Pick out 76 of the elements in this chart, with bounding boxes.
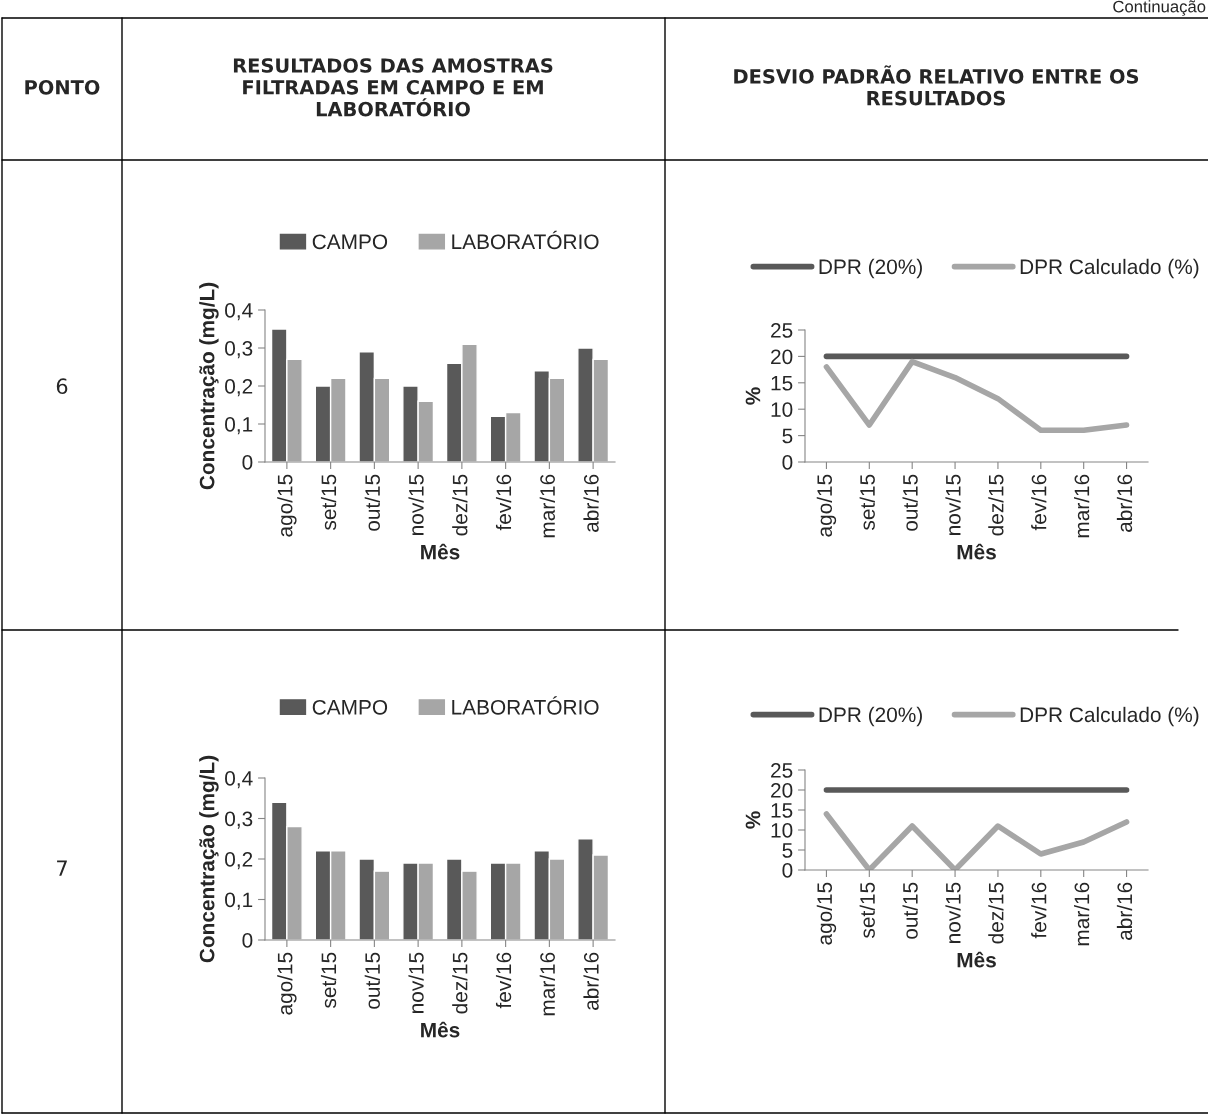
y-tick-label: 0,4	[225, 771, 253, 789]
x-tick-label: mar/16	[539, 474, 555, 538]
y-tick-label: 0	[782, 455, 793, 470]
x-tick-label: set/15	[320, 474, 337, 530]
x-tick-label: out/15	[364, 952, 380, 1009]
x-tick-label: fev/16	[495, 474, 512, 531]
x-axis-title: Mês	[957, 543, 996, 560]
x-tick-label: dez/15	[988, 882, 1004, 944]
x-tick-label: dez/15	[988, 474, 1004, 536]
x-tick-label: set/15	[859, 882, 875, 938]
x-tick-label: fev/16	[1031, 882, 1047, 939]
legend-label: DPR (20%)	[819, 706, 922, 727]
x-tick-label: out/15	[364, 474, 380, 531]
y-axis-title: Concentração (mg/L)	[199, 755, 219, 963]
x-tick-label: abr/16	[1116, 474, 1133, 532]
y-tick-label: 15	[771, 376, 793, 391]
x-tick-label: nov/15	[945, 474, 961, 535]
y-tick-label: 20	[771, 349, 793, 365]
y-axis-title: Concentração (mg/L)	[199, 282, 219, 490]
x-tick-label: set/15	[320, 952, 337, 1008]
x-tick-label: out/15	[902, 474, 918, 531]
text: PONTO	[25, 79, 100, 95]
legend-label: CAMPO	[312, 699, 388, 715]
x-axis-title: Mês	[957, 951, 996, 968]
x-tick-label: mar/16	[539, 952, 555, 1016]
legend-label: LABORATÓRIO	[452, 230, 599, 250]
y-tick-label: 0,2	[225, 852, 253, 870]
y-tick-label: 0,1	[225, 417, 253, 435]
y-tick-label: 0	[782, 863, 793, 878]
y-tick-label: 10	[771, 402, 793, 417]
y-tick-label: 0,4	[225, 303, 253, 321]
x-tick-label: dez/15	[452, 952, 468, 1014]
legend-label: CAMPO	[312, 234, 388, 250]
x-tick-label: abr/16	[1116, 882, 1133, 940]
x-tick-label: ago/15	[816, 882, 837, 945]
legend-label: DPR (20%)	[819, 258, 922, 279]
x-tick-label: out/15	[902, 882, 918, 939]
y-tick-label: 0,3	[225, 811, 253, 829]
x-tick-label: fev/16	[1031, 474, 1047, 531]
x-tick-label: ago/15	[277, 474, 297, 537]
y-tick-label: 0,2	[225, 379, 253, 397]
text: 7	[57, 860, 67, 876]
x-axis-title: Mês	[421, 543, 460, 560]
y-tick-label: 15	[771, 803, 793, 818]
x-tick-label: mar/16	[1073, 882, 1090, 946]
y-axis-title: %	[745, 387, 761, 405]
x-tick-label: dez/15	[452, 474, 468, 536]
text: 6	[56, 378, 68, 395]
y-tick-label: 5	[782, 428, 793, 444]
legend-label: DPR Calculado (%)	[1020, 258, 1199, 279]
x-tick-label: abr/16	[583, 474, 599, 532]
legend-label: LABORATÓRIO	[452, 696, 599, 715]
x-tick-label: nov/15	[945, 882, 961, 943]
text: Continuação	[1113, 0, 1206, 16]
y-tick-label: 20	[771, 783, 793, 798]
y-tick-label: 0,1	[225, 892, 253, 910]
y-tick-label: 5	[782, 843, 793, 858]
x-tick-label: mar/16	[1073, 474, 1090, 538]
x-axis-title: Mês	[421, 1021, 460, 1038]
y-tick-label: 0,3	[225, 341, 253, 359]
y-tick-label: 0	[242, 455, 253, 470]
y-tick-label: 25	[771, 323, 793, 338]
x-tick-label: nov/15	[408, 474, 424, 535]
x-tick-label: abr/16	[583, 952, 599, 1010]
x-tick-label: set/15	[859, 474, 875, 530]
x-tick-label: ago/15	[816, 474, 837, 537]
x-tick-label: nov/15	[408, 952, 424, 1013]
text: RESULTADOS DAS AMOSTRAS FILTRADAS EM CAMPO E EM LABORATÓRIO	[233, 58, 553, 117]
text: DESVIO PADRÃO RELATIVO ENTRE OS RESULTADOS	[734, 65, 1139, 106]
y-tick-label: 0	[242, 933, 253, 948]
y-tick-label: 10	[771, 823, 793, 838]
x-tick-label: fev/16	[495, 952, 512, 1009]
y-tick-label: 25	[771, 763, 793, 778]
legend-label: DPR Calculado (%)	[1020, 706, 1199, 727]
y-axis-title: %	[745, 811, 761, 829]
x-tick-label: ago/15	[277, 952, 297, 1015]
